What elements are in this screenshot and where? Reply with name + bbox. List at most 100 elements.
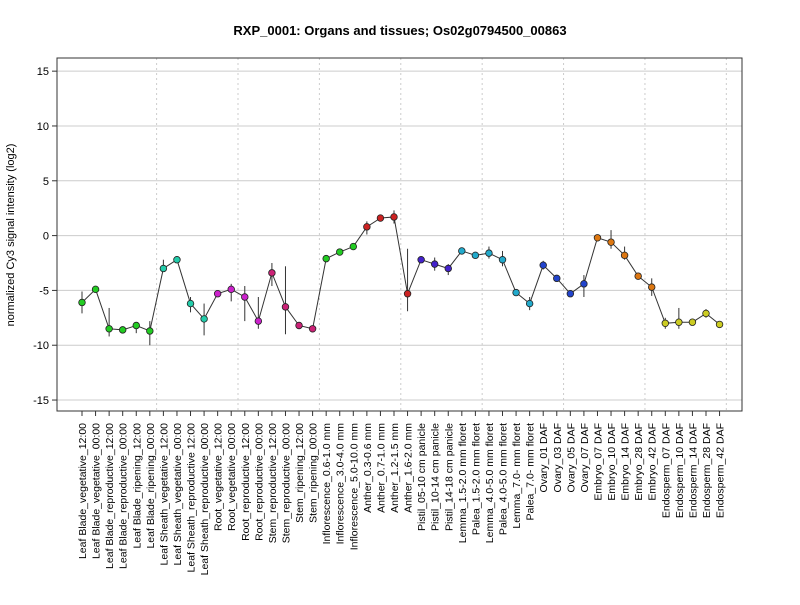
x-tick-label: Leaf Blade_ripening_12:00	[131, 423, 143, 549]
data-point	[702, 309, 710, 318]
x-tick-label: Root_vegetative_00:00	[226, 423, 238, 531]
x-tick-label: Inflorescence_0.6-1.0 mm	[321, 423, 333, 545]
grid-lines	[57, 58, 742, 411]
x-tick-label: Root_reproductive_12:00	[240, 423, 252, 541]
x-tick-label: Lemma_7.0- mm floret	[511, 423, 523, 529]
data-point	[118, 326, 127, 334]
data-point	[498, 256, 507, 264]
y-tick-label: 15	[37, 66, 49, 78]
x-tick-label: Endosperm_10 DAF	[674, 423, 686, 518]
data-point	[159, 264, 168, 273]
x-tick-label: Leaf Blade_vegetative_00:00	[91, 423, 103, 559]
x-tick-label: Palea_4.0-5.0 mm floret	[498, 423, 510, 535]
data-point	[146, 327, 154, 335]
x-tick-label: Embryo_28 DAF	[633, 423, 645, 501]
x-tick-label: Leaf Sheath_vegetative_12:00	[158, 423, 170, 566]
data-point	[173, 256, 181, 264]
data-point	[295, 321, 303, 330]
data-point	[254, 317, 263, 325]
y-tick-label: 5	[43, 176, 49, 188]
x-tick-label: Anther_1.6-2.0 mm	[403, 423, 415, 513]
x-axis: Leaf Blade_vegetative_12:00 Leaf Blade_ve…	[77, 411, 727, 575]
x-tick-label: Palea_7.0- mm floret	[525, 423, 537, 521]
data-point	[132, 321, 140, 330]
x-tick-label: Leaf Blade_ripening_00:00	[145, 423, 157, 549]
x-tick-label: Lemma_1.5-2.0 mm floret	[457, 423, 469, 543]
x-tick-label: Stem_reproductive_12:00	[267, 423, 279, 543]
data-point	[607, 238, 615, 246]
data-point	[281, 303, 290, 311]
x-tick-label: Endosperm_28 DAF	[701, 423, 713, 518]
data-point	[525, 299, 534, 308]
data-point	[620, 251, 629, 260]
data-point	[715, 320, 724, 329]
data-point	[227, 285, 235, 294]
x-tick-label: Ovary_05 DAF	[565, 423, 577, 492]
data-point	[471, 251, 480, 260]
x-tick-label: Stem_reproductive_00:00	[280, 423, 292, 543]
x-tick-label: Leaf Blade_vegetative_12:00	[77, 423, 89, 559]
data-point	[688, 318, 697, 326]
data-point	[485, 249, 493, 257]
data-point	[363, 223, 371, 231]
data-point	[539, 261, 547, 269]
x-tick-label: Endosperm_14 DAF	[687, 423, 699, 518]
data-point	[580, 280, 588, 288]
data-point	[634, 272, 642, 280]
data-point	[241, 293, 249, 301]
data-point	[593, 234, 602, 242]
x-tick-label: Lemma_4.0-5.0 mm floret	[484, 423, 496, 543]
x-tick-label: Pistil_14-18 cm panicle	[443, 423, 455, 531]
data-point	[322, 254, 330, 263]
data-point	[661, 319, 669, 327]
y-tick-label: 0	[43, 231, 49, 243]
x-tick-label: Inflorescence_3.0-4.0 mm	[335, 423, 347, 545]
x-tick-label: Embryo_07 DAF	[592, 423, 604, 501]
y-axis: -15 -10 -5 0 5 10 15	[33, 66, 57, 407]
y-tick-label: 10	[37, 121, 49, 133]
data-point	[78, 298, 86, 307]
x-tick-label: Anther_1.2-1.5 mm	[389, 423, 401, 513]
x-tick-label: Leaf Sheath_reproductive_00:00	[199, 423, 211, 576]
data-point	[458, 247, 466, 255]
chart-title: RXP_0001: Organs and tissues; Os02g07945…	[233, 23, 566, 38]
y-tick-label: -10	[33, 340, 49, 352]
x-tick-label: Anther_0.7-1.0 mm	[375, 423, 387, 513]
x-tick-label: Leaf Sheath_vegetative_00:00	[172, 423, 184, 566]
data-point	[675, 318, 683, 326]
data-point	[430, 260, 439, 268]
y-tick-label: -5	[39, 285, 49, 297]
data-point	[200, 315, 208, 323]
x-tick-label: Endosperm_07 DAF	[660, 423, 672, 518]
x-tick-label: Ovary_01 DAF	[538, 423, 550, 492]
plot-frame	[56, 57, 743, 412]
data-point	[403, 289, 412, 298]
x-tick-label: Pistil_05-10 cm panicle	[416, 423, 428, 531]
x-tick-label: Leaf Blade_reproductive_12:00	[104, 423, 116, 569]
data-point	[349, 242, 357, 251]
data-point	[390, 213, 398, 221]
x-tick-label: Ovary_03 DAF	[552, 423, 564, 492]
y-axis-label: normalized Cy3 signal intensity (log2)	[5, 144, 17, 327]
data-point	[213, 289, 222, 298]
x-tick-label: Endosperm_42 DAF	[715, 423, 727, 518]
x-tick-label: Leaf Blade_reproductive_00:00	[118, 423, 130, 569]
y-tick-label: -15	[33, 395, 49, 407]
data-point	[417, 256, 425, 264]
data-point	[186, 299, 195, 308]
data-point	[566, 289, 575, 298]
data-point	[308, 325, 317, 333]
x-tick-label: Stem_ripening_00:00	[308, 423, 320, 523]
data-point	[648, 283, 656, 291]
x-tick-label: Embryo_14 DAF	[620, 423, 632, 501]
x-tick-label: Anther_0.3-0.6 mm	[362, 423, 374, 513]
x-tick-label: Palea_1.5-2.0 mm floret	[470, 423, 482, 535]
x-tick-label: Ovary_07 DAF	[579, 423, 591, 492]
data-point	[105, 325, 113, 333]
data-point	[376, 214, 385, 222]
x-tick-label: Root_vegetative_12:00	[213, 423, 225, 531]
data-point	[444, 264, 452, 273]
x-tick-label: Stem_ripening_12:00	[294, 423, 306, 523]
